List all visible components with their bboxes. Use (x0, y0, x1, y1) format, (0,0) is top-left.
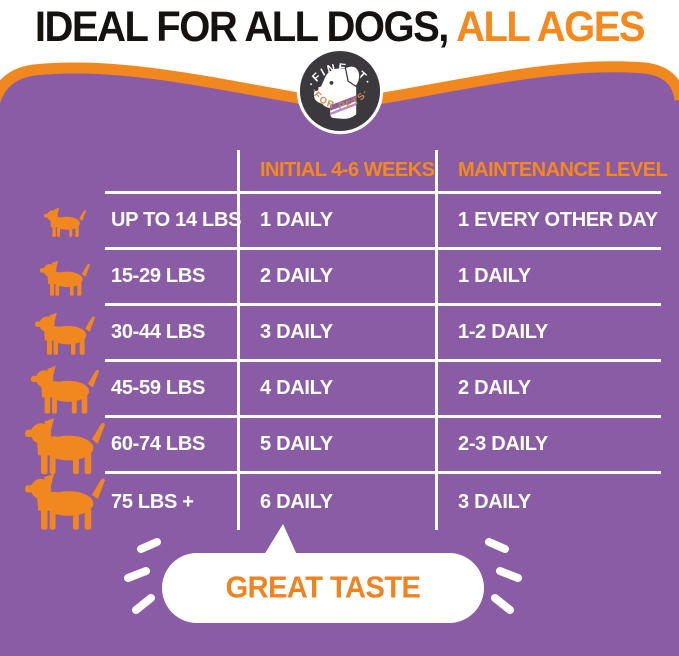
initial-dose-cell: 3 DAILY (237, 306, 435, 362)
dog-icon-s (25, 250, 105, 306)
bubble-label: GREAT TASTE (225, 570, 421, 605)
header-weight-spacer (105, 150, 237, 194)
maintenance-dose-cell: 1-2 DAILY (435, 306, 661, 362)
maintenance-dose-cell: 1 DAILY (435, 250, 661, 306)
title-accent-text: ALL AGES (456, 3, 646, 51)
maintenance-dose-cell: 3 DAILY (435, 474, 661, 530)
dog-icon-l (25, 362, 105, 418)
header-spacer (25, 150, 105, 194)
dog-icon-xxl (25, 473, 105, 530)
weight-cell: 15-29 LBS (105, 250, 237, 306)
dog-icon-xl (25, 417, 105, 474)
weight-cell: 75 LBS + (111, 490, 194, 513)
weight-cell: UP TO 14 LBS (105, 194, 241, 250)
dog-icon-xs (25, 194, 105, 250)
page-title: IDEAL FOR ALL DOGS, ALL AGES (0, 0, 679, 55)
maintenance-dose-cell: 2 DAILY (435, 362, 661, 418)
initial-dose-cell: 5 DAILY (237, 418, 435, 474)
weight-cell: 45-59 LBS (105, 362, 237, 418)
dosage-table: INITIAL 4-6 WEEKS MAINTENANCE LEVEL UP T… (25, 150, 668, 530)
initial-dose-cell: 2 DAILY (237, 250, 435, 306)
weight-cell: 30-44 LBS (105, 306, 237, 362)
initial-dose-cell: 4 DAILY (237, 362, 435, 418)
brand-logo: ·FINEST· ·FOR PETS· (296, 47, 384, 135)
initial-dose-cell: 1 DAILY (237, 194, 435, 250)
dog-head-icon (313, 65, 361, 119)
maintenance-dose-cell: 1 EVERY OTHER DAY (435, 194, 661, 250)
great-taste-bubble: GREAT TASTE (162, 524, 484, 623)
title-black-text: IDEAL FOR ALL DOGS, (34, 3, 450, 51)
maintenance-dose-cell: 2-3 DAILY (435, 418, 661, 474)
column-header-initial: INITIAL 4-6 WEEKS (237, 150, 435, 194)
initial-dose-cell: 6 DAILY (237, 474, 435, 530)
bubble-tail (264, 524, 297, 555)
column-header-maintenance: MAINTENANCE LEVEL (435, 150, 668, 194)
weight-cell: 60-74 LBS (105, 418, 237, 474)
dog-icon-m (25, 306, 105, 362)
